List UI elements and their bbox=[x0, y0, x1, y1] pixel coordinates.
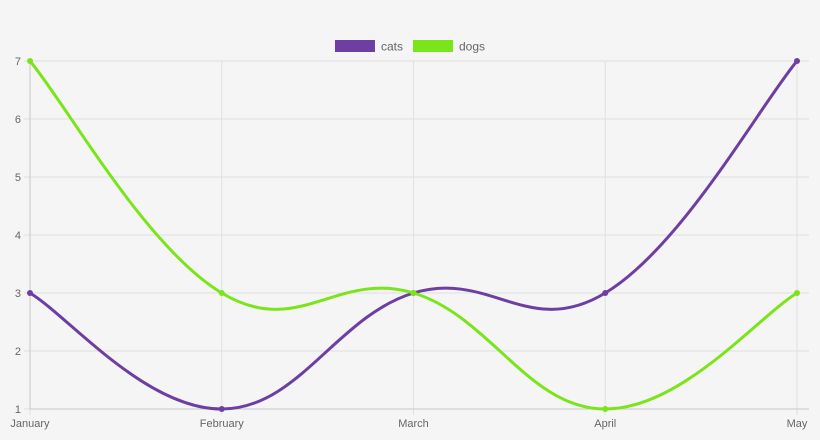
y-tick-label: 2 bbox=[15, 346, 21, 358]
data-point-dogs bbox=[27, 58, 33, 64]
series bbox=[27, 58, 800, 412]
legend[interactable]: cats dogs bbox=[334, 40, 485, 54]
x-tick-labels: January February March April May bbox=[10, 418, 807, 430]
data-point-dogs bbox=[794, 290, 800, 296]
x-tick-label: February bbox=[200, 418, 245, 430]
data-point-cats bbox=[218, 406, 225, 412]
data-point-cats bbox=[794, 58, 800, 64]
x-tick-label: May bbox=[787, 418, 808, 430]
y-tick-label: 7 bbox=[15, 56, 21, 68]
legend-label-dogs[interactable]: dogs bbox=[459, 40, 485, 54]
x-tick-label: March bbox=[398, 418, 429, 430]
y-tick-label: 1 bbox=[15, 404, 21, 416]
series-dogs bbox=[27, 58, 800, 412]
legend-swatch-cats[interactable] bbox=[334, 40, 375, 52]
y-tick-label: 3 bbox=[15, 288, 21, 300]
axes bbox=[29, 61, 809, 410]
grid-lines bbox=[24, 60, 809, 415]
data-point-dogs bbox=[602, 406, 609, 412]
legend-label-cats[interactable]: cats bbox=[381, 40, 403, 54]
x-tick-label: January bbox=[10, 418, 50, 430]
data-point-cats bbox=[27, 290, 33, 296]
y-tick-label: 5 bbox=[15, 172, 21, 184]
data-point-cats bbox=[602, 290, 609, 296]
x-tick-label: April bbox=[594, 418, 616, 430]
data-point-dogs bbox=[410, 290, 417, 296]
data-point-dogs bbox=[218, 290, 225, 296]
y-tick-label: 4 bbox=[15, 230, 21, 242]
legend-swatch-dogs[interactable] bbox=[412, 40, 453, 52]
y-tick-labels: 1 2 3 4 5 6 7 bbox=[15, 56, 21, 416]
y-tick-label: 6 bbox=[15, 114, 21, 126]
